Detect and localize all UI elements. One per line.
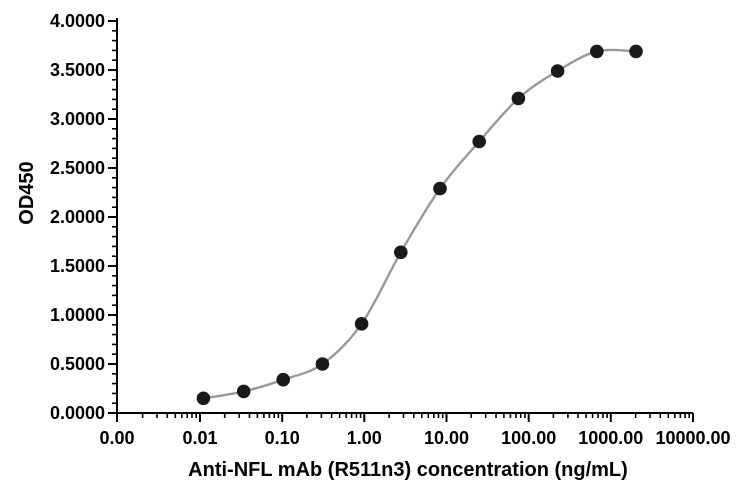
y-tick-label: 2.0000	[50, 207, 105, 227]
data-point	[236, 384, 251, 399]
x-tick-label: 1000.00	[578, 428, 643, 448]
chart-generated-layer: 0.0000 0.5000 1.0000 1.5000 2.0000 2.5000 3.00…	[50, 11, 731, 448]
data-point	[354, 317, 369, 331]
data-point	[433, 181, 447, 196]
x-tick-label: 100.00	[501, 428, 556, 448]
data-point	[394, 245, 408, 260]
data-point	[511, 91, 526, 106]
y-tick-label: 3.0000	[50, 109, 105, 129]
data-point	[196, 391, 211, 406]
x-tick-label: 10.00	[424, 428, 469, 448]
x-tick-label: 0.10	[265, 428, 300, 448]
x-tick-label: 1.00	[347, 428, 382, 448]
x-tick-label: 0.00	[99, 428, 134, 448]
y-tick-label: 2.5000	[50, 158, 105, 178]
y-tick-label: 4.0000	[50, 11, 105, 31]
y-axis-title: OD450	[16, 161, 38, 224]
fit-curve	[202, 48, 638, 400]
data-point	[315, 357, 330, 371]
x-tick-label: 10000.00	[655, 428, 730, 448]
data-point	[276, 372, 291, 387]
y-tick-label: 1.5000	[50, 256, 105, 276]
data-point	[472, 134, 487, 149]
data-point	[590, 44, 604, 59]
data-point	[629, 44, 643, 59]
x-tick-label: 0.01	[182, 428, 217, 448]
y-tick-label: 0.5000	[50, 354, 105, 374]
y-tick-label: 3.5000	[50, 60, 105, 80]
data-point	[550, 64, 565, 78]
y-tick-label: 1.0000	[50, 305, 105, 325]
y-tick-label: 0.0000	[50, 403, 105, 423]
x-axis-title: Anti-NFL mAb (R511n3) concentration (ng/…	[188, 459, 628, 481]
